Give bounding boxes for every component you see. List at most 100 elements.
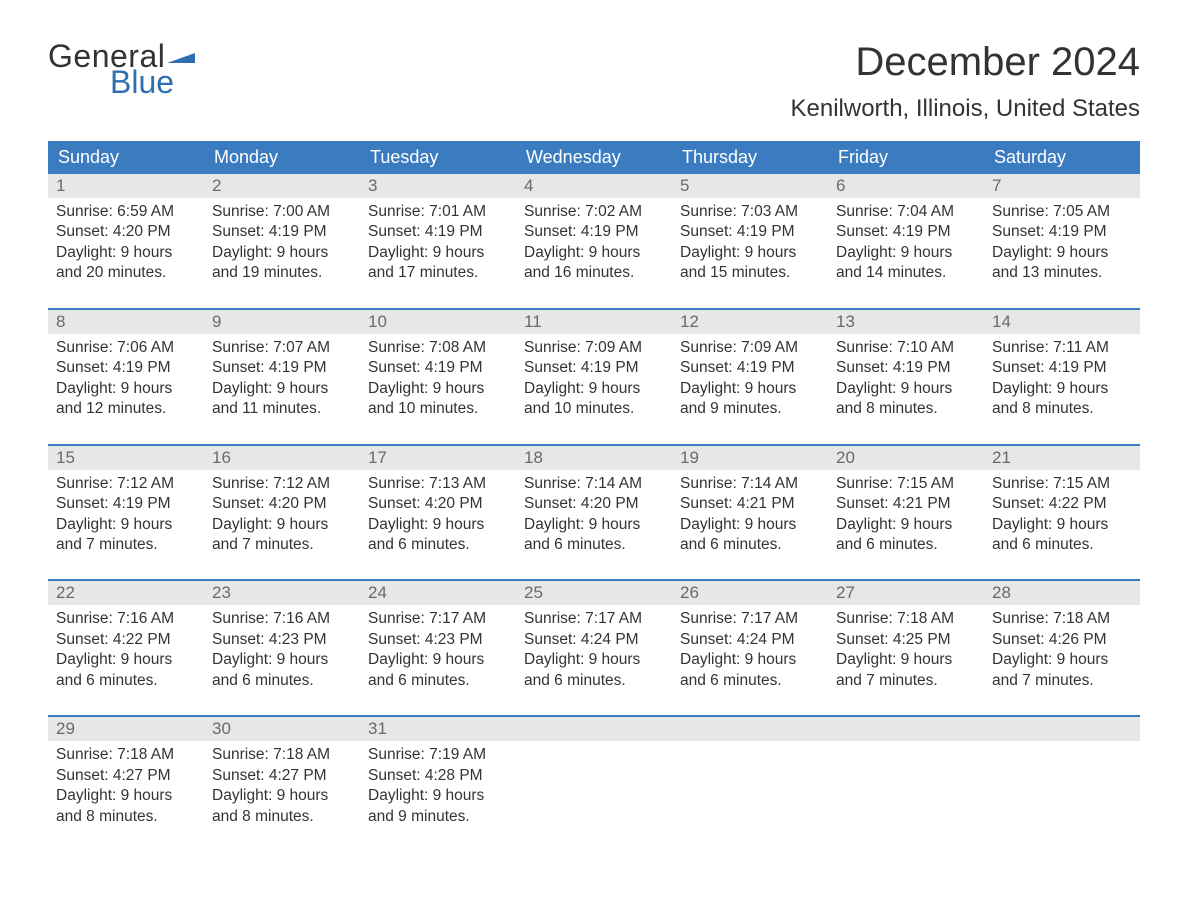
day-line: Sunset: 4:19 PM [836,358,976,378]
day-line: Sunset: 4:24 PM [524,630,664,650]
day-line: Sunset: 4:19 PM [680,358,820,378]
day-line: and 6 minutes. [524,535,664,555]
day-number: 9 [204,310,360,334]
day-line: and 6 minutes. [524,671,664,691]
day-number: 21 [984,446,1140,470]
calendar-header-cell: Friday [828,141,984,174]
day-line: Sunrise: 7:17 AM [524,609,664,629]
day-line: Sunset: 4:23 PM [212,630,352,650]
day-line: and 17 minutes. [368,263,508,283]
day-line: Sunrise: 7:06 AM [56,338,196,358]
day-line: Sunset: 4:27 PM [212,766,352,786]
day-line: Sunset: 4:24 PM [680,630,820,650]
day-line: Sunrise: 7:12 AM [212,474,352,494]
day-body: Sunrise: 7:10 AMSunset: 4:19 PMDaylight:… [828,334,984,428]
day-line: and 6 minutes. [836,535,976,555]
day-number: 28 [984,581,1140,605]
day-line: Sunset: 4:26 PM [992,630,1132,650]
title-block: December 2024 Kenilworth, Illinois, Unit… [791,40,1141,123]
day-line: Daylight: 9 hours [368,786,508,806]
day-line: Sunrise: 7:10 AM [836,338,976,358]
day-line: Sunrise: 7:17 AM [680,609,820,629]
day-body: Sunrise: 7:11 AMSunset: 4:19 PMDaylight:… [984,334,1140,428]
day-line: Daylight: 9 hours [212,515,352,535]
calendar-day-cell [516,717,672,835]
day-line: Daylight: 9 hours [212,786,352,806]
day-number: 31 [360,717,516,741]
day-body: Sunrise: 7:09 AMSunset: 4:19 PMDaylight:… [672,334,828,428]
day-body: Sunrise: 7:14 AMSunset: 4:20 PMDaylight:… [516,470,672,564]
day-number: 7 [984,174,1140,198]
day-line: Sunset: 4:19 PM [992,358,1132,378]
day-body: Sunrise: 7:18 AMSunset: 4:25 PMDaylight:… [828,605,984,699]
day-line: Sunrise: 7:12 AM [56,474,196,494]
day-line: and 7 minutes. [56,535,196,555]
day-line: and 14 minutes. [836,263,976,283]
day-line: Sunrise: 7:17 AM [368,609,508,629]
calendar-header-cell: Monday [204,141,360,174]
day-number: 16 [204,446,360,470]
day-number: 6 [828,174,984,198]
calendar-week: 29Sunrise: 7:18 AMSunset: 4:27 PMDayligh… [48,715,1140,835]
day-line: and 6 minutes. [56,671,196,691]
day-line: Sunrise: 7:00 AM [212,202,352,222]
day-line: Sunrise: 7:15 AM [992,474,1132,494]
day-line: Daylight: 9 hours [368,243,508,263]
header: General Blue December 2024 Kenilworth, I… [48,40,1140,123]
day-line: and 8 minutes. [992,399,1132,419]
day-line: Daylight: 9 hours [56,515,196,535]
day-line: and 6 minutes. [368,535,508,555]
calendar-week: 1Sunrise: 6:59 AMSunset: 4:20 PMDaylight… [48,174,1140,292]
month-title: December 2024 [791,40,1141,85]
day-number: 26 [672,581,828,605]
day-line: Daylight: 9 hours [368,650,508,670]
day-number: 20 [828,446,984,470]
day-line: Sunset: 4:19 PM [56,358,196,378]
day-line: Sunset: 4:19 PM [524,222,664,242]
day-line: Sunrise: 7:07 AM [212,338,352,358]
day-body: Sunrise: 7:12 AMSunset: 4:20 PMDaylight:… [204,470,360,564]
day-line: Sunrise: 7:08 AM [368,338,508,358]
day-line: and 6 minutes. [368,671,508,691]
calendar-header-cell: Saturday [984,141,1140,174]
day-line: Sunrise: 7:18 AM [56,745,196,765]
day-body: Sunrise: 7:04 AMSunset: 4:19 PMDaylight:… [828,198,984,292]
day-number: 22 [48,581,204,605]
calendar-day-cell: 21Sunrise: 7:15 AMSunset: 4:22 PMDayligh… [984,446,1140,564]
day-line: and 8 minutes. [212,807,352,827]
calendar-header-cell: Wednesday [516,141,672,174]
day-number: 13 [828,310,984,334]
day-line: and 6 minutes. [680,671,820,691]
day-body: Sunrise: 7:03 AMSunset: 4:19 PMDaylight:… [672,198,828,292]
day-body: Sunrise: 6:59 AMSunset: 4:20 PMDaylight:… [48,198,204,292]
calendar-day-cell: 18Sunrise: 7:14 AMSunset: 4:20 PMDayligh… [516,446,672,564]
day-line: Daylight: 9 hours [680,650,820,670]
day-number: 15 [48,446,204,470]
calendar: SundayMondayTuesdayWednesdayThursdayFrid… [48,141,1140,835]
day-body: Sunrise: 7:12 AMSunset: 4:19 PMDaylight:… [48,470,204,564]
day-line: and 6 minutes. [212,671,352,691]
day-number: 25 [516,581,672,605]
day-number: 4 [516,174,672,198]
day-line: Sunset: 4:20 PM [56,222,196,242]
day-body: Sunrise: 7:16 AMSunset: 4:23 PMDaylight:… [204,605,360,699]
day-line: Daylight: 9 hours [836,515,976,535]
day-line: Daylight: 9 hours [56,650,196,670]
day-line: Daylight: 9 hours [212,650,352,670]
day-number: 23 [204,581,360,605]
day-number: 8 [48,310,204,334]
day-line: Daylight: 9 hours [836,650,976,670]
day-line: Sunrise: 7:13 AM [368,474,508,494]
day-line: Sunset: 4:21 PM [836,494,976,514]
calendar-day-cell: 5Sunrise: 7:03 AMSunset: 4:19 PMDaylight… [672,174,828,292]
day-line: Sunset: 4:21 PM [680,494,820,514]
day-line: Sunset: 4:27 PM [56,766,196,786]
calendar-day-cell: 23Sunrise: 7:16 AMSunset: 4:23 PMDayligh… [204,581,360,699]
day-line: Sunrise: 7:18 AM [992,609,1132,629]
day-line: Daylight: 9 hours [992,650,1132,670]
day-line: Sunrise: 7:19 AM [368,745,508,765]
day-line: Sunrise: 7:02 AM [524,202,664,222]
day-body: Sunrise: 7:17 AMSunset: 4:23 PMDaylight:… [360,605,516,699]
day-body: Sunrise: 7:02 AMSunset: 4:19 PMDaylight:… [516,198,672,292]
day-line: and 11 minutes. [212,399,352,419]
